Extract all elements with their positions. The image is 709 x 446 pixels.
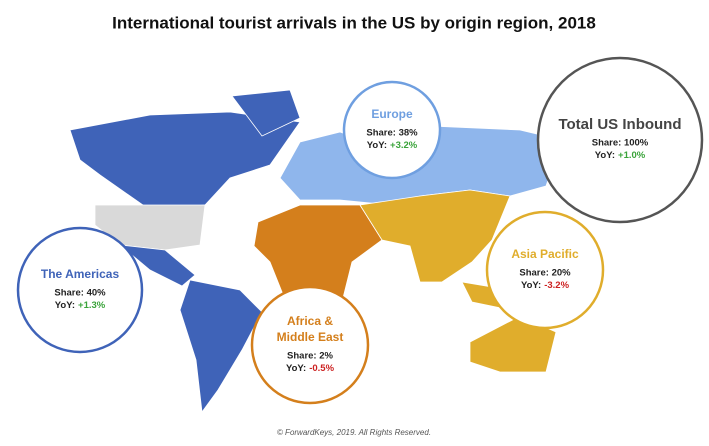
share-label: Share: 100% [592, 138, 649, 149]
yoy-label: YoY: [55, 300, 75, 311]
yoy-value: -0.5% [309, 363, 334, 374]
share-label: Share: 40% [54, 288, 106, 299]
region-name: Europe [371, 107, 413, 121]
yoy-line: YoY: +1.3% [55, 300, 106, 311]
title: International tourist arrivals in the US… [112, 13, 596, 32]
asia [359, 189, 511, 283]
yoy-line: YoY: +1.0% [595, 150, 646, 161]
central-america [118, 244, 196, 287]
footer: © ForwardKeys, 2019. All Rights Reserved… [277, 428, 431, 437]
region-name: Africa & [287, 314, 333, 328]
region-name: Middle East [277, 330, 344, 344]
yoy-label: YoY: [595, 150, 615, 161]
north-america [69, 111, 301, 211]
yoy-label: YoY: [521, 280, 541, 291]
share-label: Share: 2% [287, 351, 333, 362]
region-name: Asia Pacific [511, 247, 579, 261]
yoy-label: YoY: [286, 363, 306, 374]
south-america [179, 279, 263, 414]
yoy-line: YoY: +3.2% [367, 140, 418, 151]
region-bubble [16, 226, 144, 354]
region-bubble [485, 210, 605, 330]
yoy-line: YoY: -0.5% [286, 363, 335, 374]
greenland [231, 89, 301, 137]
yoy-value: +1.0% [618, 150, 646, 161]
yoy-value: -3.2% [544, 280, 569, 291]
region-bubble [250, 285, 370, 405]
share-label: Share: 20% [519, 268, 571, 279]
share-label: Share: 38% [366, 128, 418, 139]
yoy-label: YoY: [367, 140, 387, 151]
world-map [69, 89, 563, 414]
region-bubble [342, 80, 442, 180]
yoy-value: +3.2% [390, 140, 418, 151]
region-name: Total US Inbound [558, 116, 681, 133]
region-name: The Americas [41, 267, 120, 281]
yoy-line: YoY: -3.2% [521, 280, 570, 291]
region-bubble [536, 56, 704, 224]
yoy-value: +1.3% [78, 300, 106, 311]
